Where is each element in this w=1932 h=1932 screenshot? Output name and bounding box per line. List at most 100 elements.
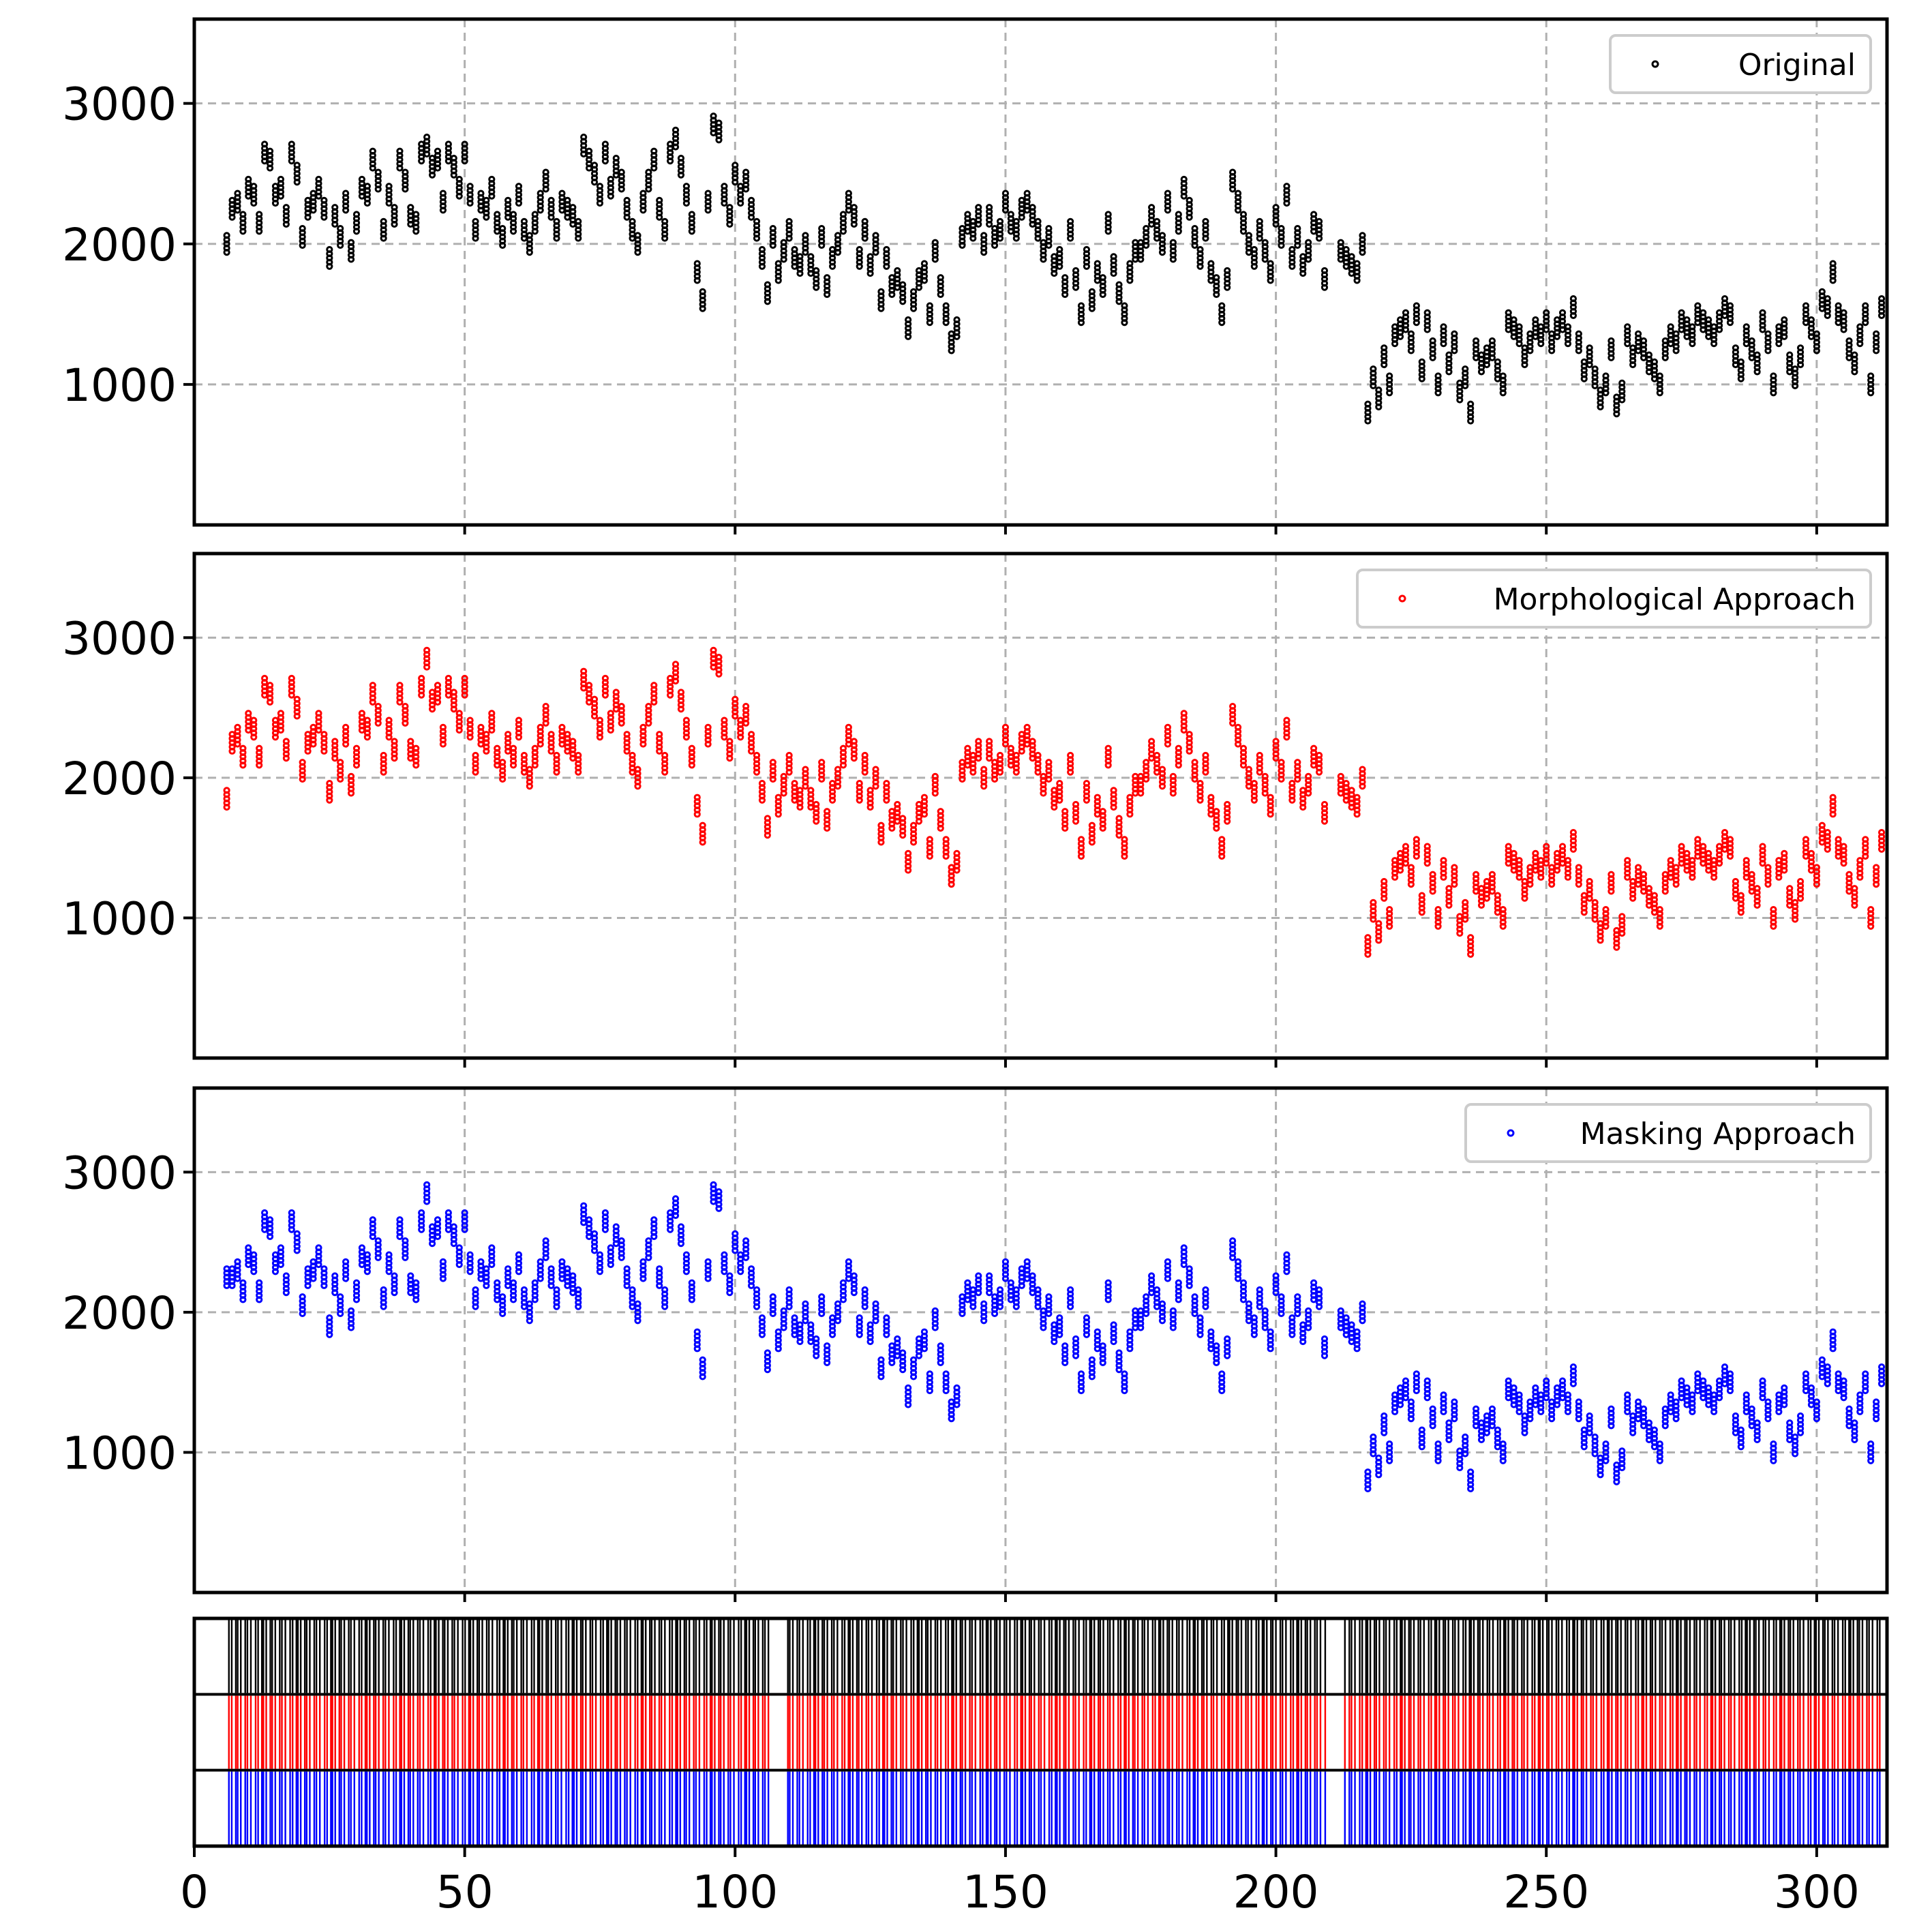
scatter-point <box>731 695 739 703</box>
scatter-point <box>845 723 852 731</box>
scatter-point <box>1186 731 1193 738</box>
scatter-point <box>564 1265 571 1273</box>
scatter-point <box>1359 766 1366 773</box>
scatter-point <box>266 147 274 155</box>
scatter-point <box>1337 1307 1344 1314</box>
scatter-point <box>850 1272 858 1280</box>
scatter-point <box>661 751 669 759</box>
scatter-point <box>385 1251 393 1258</box>
scatter-point <box>980 766 988 773</box>
scatter-point <box>1396 849 1404 857</box>
scatter-point <box>747 731 755 738</box>
scatter-point <box>1851 351 1858 359</box>
scatter-point <box>856 780 863 787</box>
scatter-point <box>564 196 571 204</box>
scatter-point <box>526 232 533 239</box>
scatter-point <box>288 140 295 148</box>
scatter-point <box>1083 245 1091 254</box>
scatter-point <box>1689 1391 1696 1399</box>
scatter-point <box>861 1286 869 1294</box>
scatter-point <box>472 1286 479 1294</box>
scatter-point <box>1110 253 1117 260</box>
scatter-point <box>1796 1412 1805 1420</box>
scatter-point <box>813 267 820 275</box>
scatter-point <box>1591 1433 1599 1440</box>
scatter-point <box>1370 365 1377 373</box>
scatter-point <box>520 1286 528 1294</box>
scatter-point <box>1786 885 1794 892</box>
scatter-point <box>520 751 528 759</box>
scatter-point <box>1569 1363 1577 1371</box>
scatter-point <box>991 225 999 232</box>
scatter-point <box>834 1300 842 1308</box>
scatter-point <box>1380 1412 1388 1420</box>
scatter-point <box>1224 267 1231 275</box>
scatter-point <box>671 1195 680 1203</box>
scatter-point <box>1213 1342 1220 1350</box>
scatter-point <box>1715 843 1723 850</box>
scatter-point <box>1521 344 1528 352</box>
scatter-point <box>423 646 431 654</box>
y-tick-label: 3000 <box>62 78 177 131</box>
scatter-point <box>293 695 301 703</box>
scatter-point <box>639 1258 647 1265</box>
scatter-point <box>1283 1251 1290 1258</box>
scatter-point <box>894 1335 901 1343</box>
scatter-point <box>1505 309 1512 316</box>
scatter-point <box>1494 358 1501 366</box>
scatter-point <box>601 1209 609 1217</box>
scatter-point <box>483 196 490 204</box>
scatter-point <box>623 731 631 738</box>
scatter-point <box>1224 1335 1231 1343</box>
scatter-point <box>1245 1300 1253 1308</box>
scatter-point <box>1510 849 1518 857</box>
scatter-point <box>1629 1412 1637 1420</box>
scatter-point <box>494 211 501 218</box>
scatter-point <box>1467 400 1475 408</box>
scatter-point <box>986 738 993 745</box>
scatter-point <box>1315 217 1323 225</box>
scatter-point <box>1299 1321 1307 1329</box>
scatter-point <box>1370 899 1377 906</box>
scatter-point <box>1245 232 1253 239</box>
scatter-point <box>1700 843 1707 850</box>
scatter-point <box>1034 751 1042 759</box>
scatter-point <box>764 1349 771 1357</box>
scatter-point <box>418 140 425 148</box>
scatter-point <box>964 744 971 752</box>
scatter-point <box>509 211 517 218</box>
scatter-point <box>352 1279 361 1286</box>
scatter-point <box>666 674 674 682</box>
axes-frame <box>192 1086 1889 1595</box>
scatter-point <box>1034 1286 1042 1294</box>
scatter-point <box>612 689 620 696</box>
scatter-point <box>1191 225 1198 232</box>
scatter-point <box>953 316 961 324</box>
scatter-point <box>1115 1349 1123 1357</box>
scatter-point <box>1764 1398 1772 1406</box>
scatter-point <box>915 267 923 275</box>
scatter-point <box>320 196 328 204</box>
scatter-point <box>444 140 452 148</box>
scatter-point <box>304 196 312 204</box>
scatter-point <box>1423 309 1431 316</box>
scatter-point <box>856 1314 863 1322</box>
scatter-point <box>1061 1342 1069 1350</box>
scatter-point <box>1764 330 1772 337</box>
scatter-point <box>1288 1314 1296 1322</box>
scatter-point <box>872 232 879 239</box>
scatter-point <box>542 702 549 710</box>
scatter-point <box>926 302 933 310</box>
scatter-point <box>1445 885 1453 892</box>
scatter-point <box>1359 232 1366 239</box>
scatter-point <box>1143 759 1150 766</box>
scatter-point <box>331 738 339 745</box>
scatter-point <box>1207 1328 1215 1335</box>
scatter-point <box>780 772 787 780</box>
scatter-point <box>650 147 658 155</box>
scatter-point <box>537 1258 544 1265</box>
scatter-point <box>1083 1314 1091 1322</box>
scatter-point <box>547 731 555 738</box>
scatter-point <box>721 1251 728 1258</box>
